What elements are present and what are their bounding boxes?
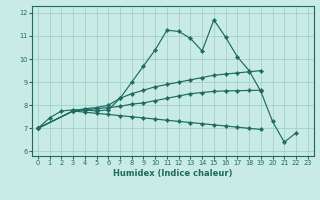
X-axis label: Humidex (Indice chaleur): Humidex (Indice chaleur)	[113, 169, 233, 178]
